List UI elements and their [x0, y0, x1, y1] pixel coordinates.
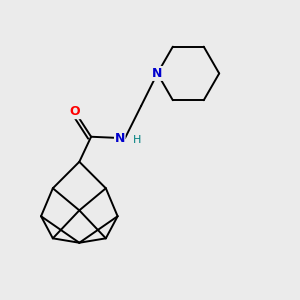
- Text: O: O: [70, 105, 80, 118]
- Text: N: N: [115, 132, 125, 145]
- Text: H: H: [133, 135, 142, 145]
- Text: N: N: [152, 67, 163, 80]
